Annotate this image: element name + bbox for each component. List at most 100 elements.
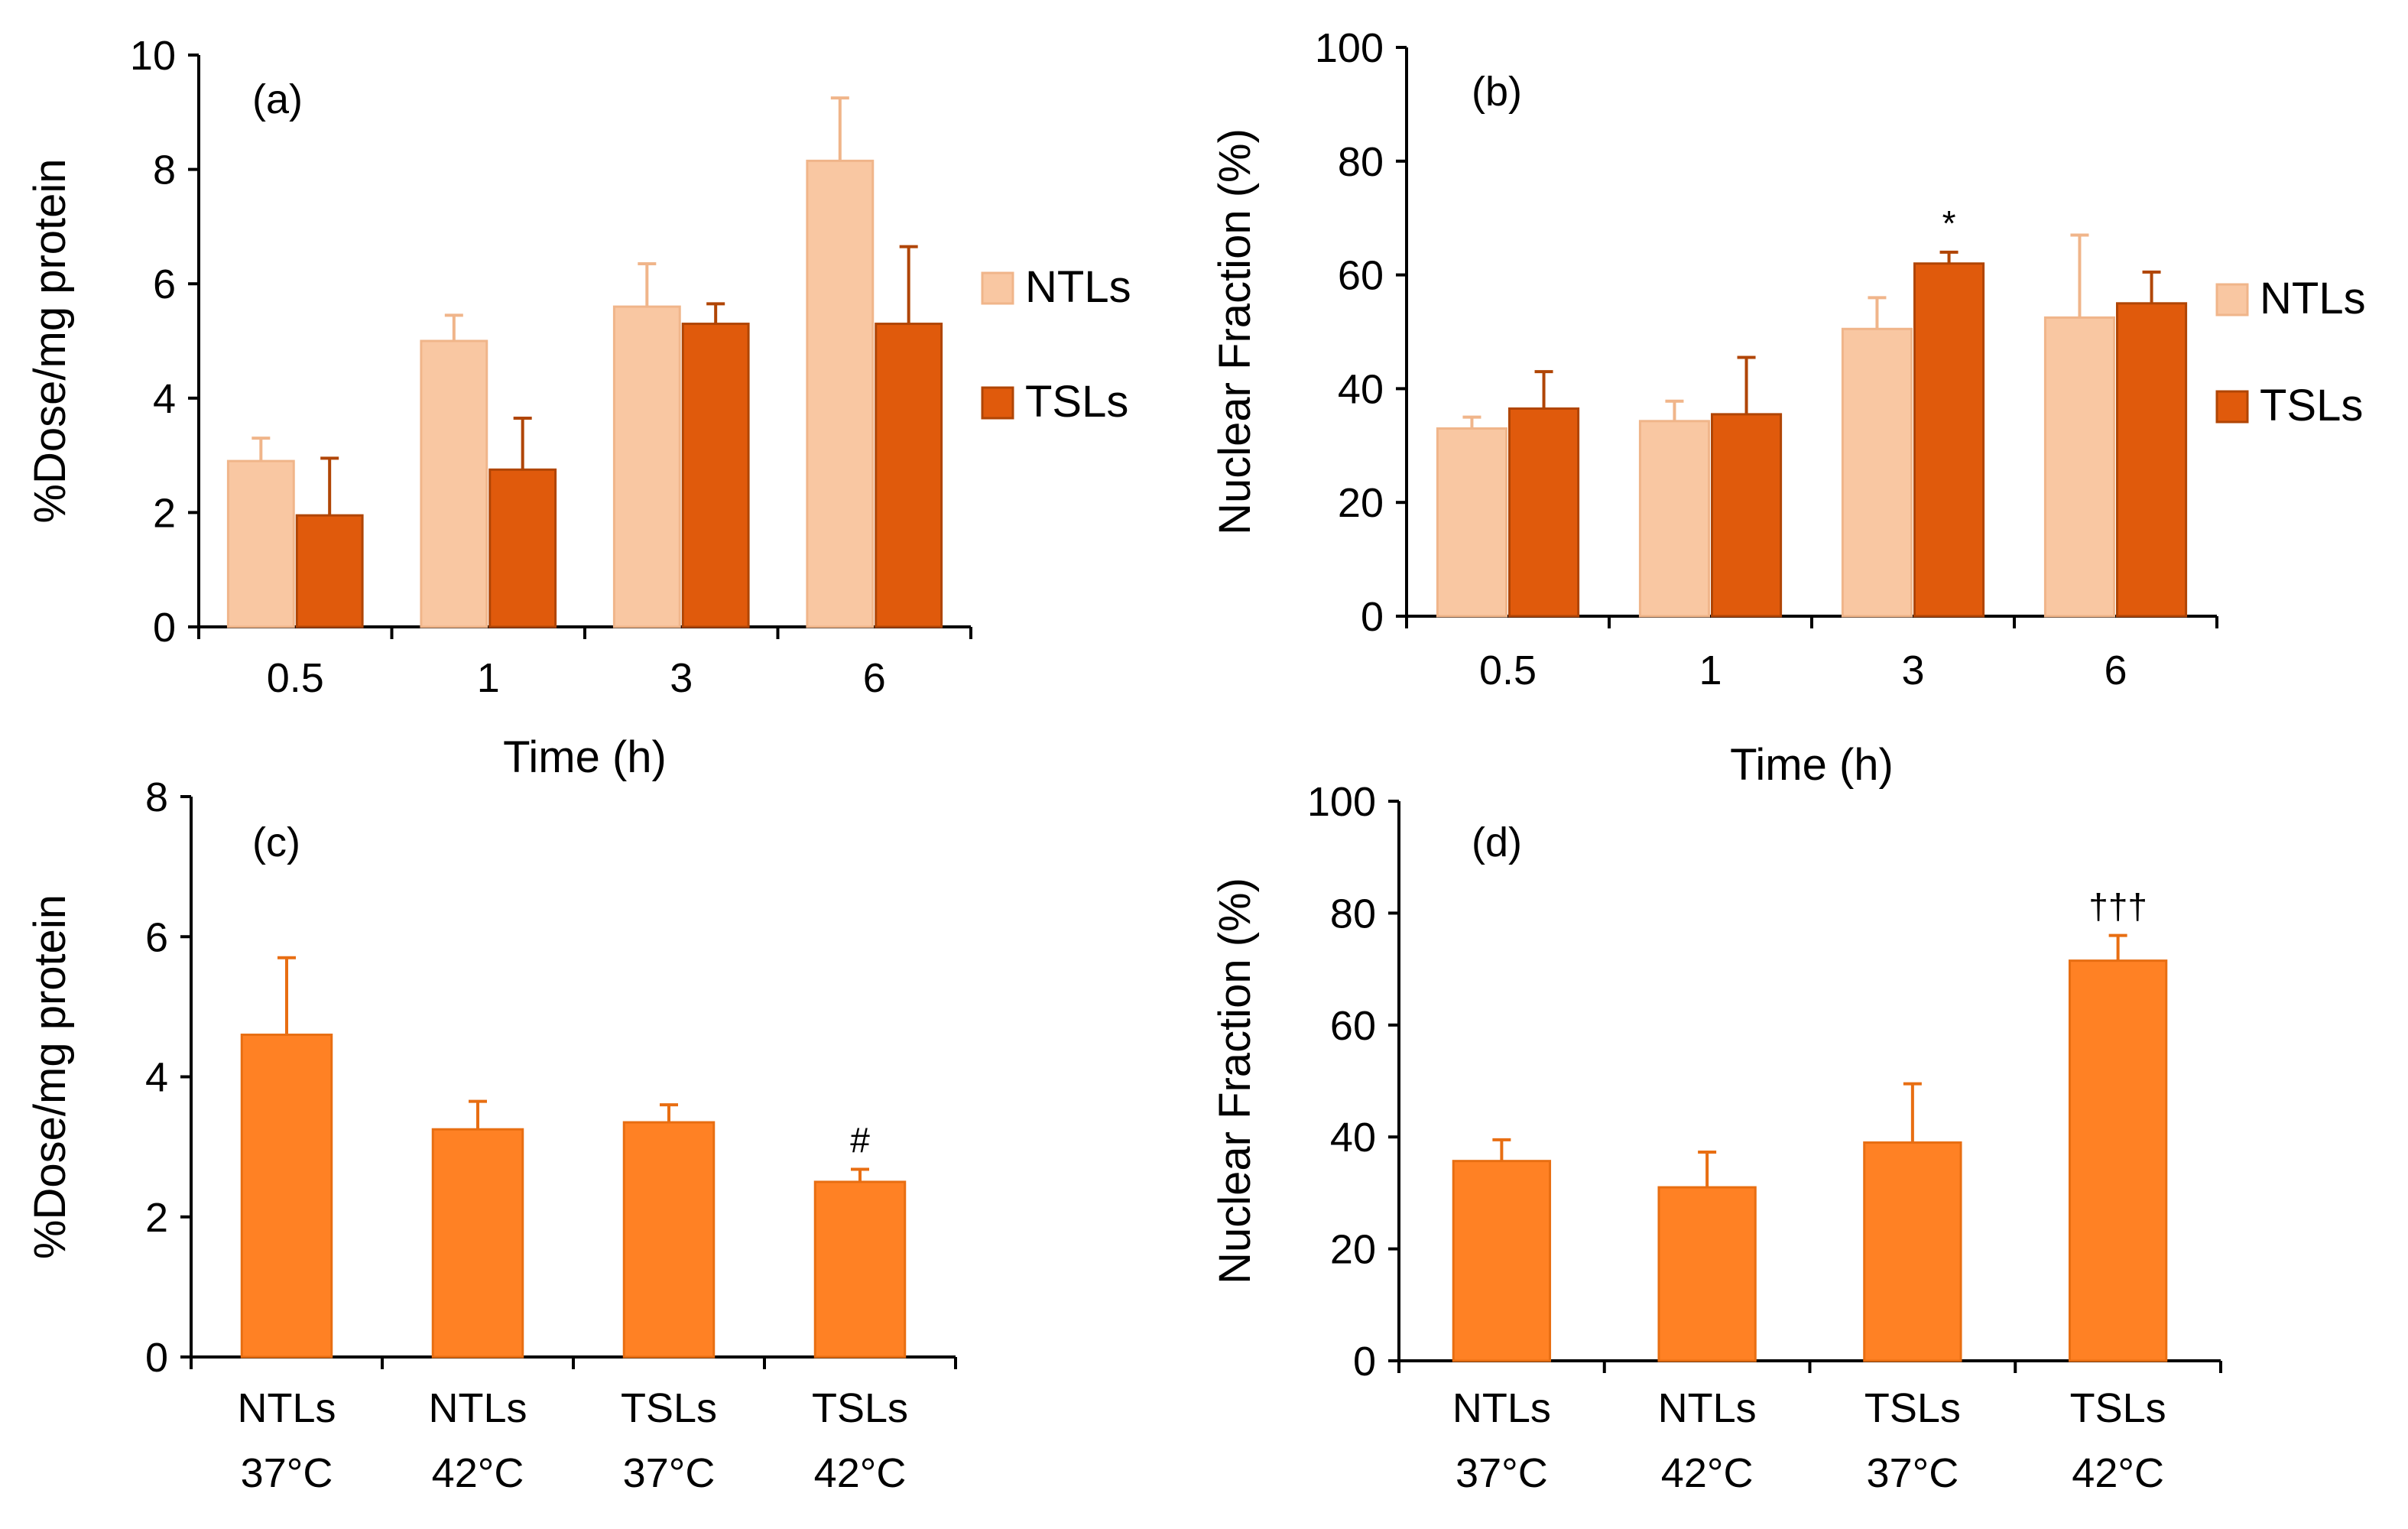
y-tick-label: 2 [153,490,176,536]
bar-tsls-2 [681,323,750,628]
x-tick-label: 3 [670,655,693,701]
y-tick-label: 60 [1330,1003,1376,1049]
x-tick-label-line: 42°C [2072,1450,2164,1496]
bar-tsls-2 [1913,262,1985,618]
y-tick-label: 0 [145,1335,168,1381]
panel-label: (c) [252,820,300,865]
bar-ntls-0 [226,459,295,628]
x-tick-label-line: 37°C [1867,1450,1959,1496]
y-tick-label: 0 [1353,1339,1376,1385]
x-tick-label: 6 [863,655,886,701]
bar-ntls-2 [612,305,681,628]
y-tick-label: 100 [1315,25,1384,71]
y-tick-label: 40 [1338,366,1384,412]
bar-value-1 [1657,1186,1757,1362]
legend-label-ntls: NTLs [1025,262,1131,312]
y-tick-label: 80 [1330,891,1376,937]
bar-ntls-0 [1436,427,1508,618]
significance-annotation: * [1942,203,1956,243]
y-tick-label: 2 [145,1195,168,1241]
x-tick-label: 1 [477,655,500,701]
x-tick-label-line: TSLs [1864,1385,1961,1431]
y-axis-label: Nuclear Fraction (%) [1210,878,1260,1284]
bar-value-0 [240,1034,333,1359]
x-tick-label: TSLs 42°C [2070,1385,2166,1496]
bar-value-3 [2068,959,2168,1362]
x-tick-label-line: 42°C [432,1450,524,1496]
x-tick-label-line: NTLs [1658,1385,1757,1431]
y-tick-label: 60 [1338,253,1384,299]
y-tick-label: 100 [1307,779,1376,825]
legend-swatch-tsls [2215,390,2249,424]
y-tick-label: 80 [1338,139,1384,185]
y-tick-label: 0 [1361,594,1384,640]
panel-0: 0 2 4 6 8 10 0.5 1 3 6 Time (h) %Dose/mg protein (a)… [25,33,1131,782]
bar-tsls-1 [488,468,557,628]
y-tick-label: 6 [145,914,168,960]
legend-label-tsls: TSLs [2260,381,2363,430]
significance-annotation: # [850,1120,870,1160]
x-tick-label: 3 [1901,648,1924,693]
panel-2: 0 2 4 6 8 # NTLs 37°C NTLs 42°C TSLs 37°C TSLs 42°C %D… [25,774,957,1496]
bar-ntls-2 [1841,327,1913,618]
y-tick-label: 4 [153,376,176,422]
y-axis-label: %Dose/mg protein [25,894,75,1259]
panel-label: (d) [1472,820,1522,865]
y-axis-label: %Dose/mg protein [25,158,75,523]
x-tick-label: NTLs 37°C [1452,1385,1551,1496]
x-tick-label: TSLs 37°C [621,1385,717,1496]
x-tick-label-line: TSLs [2070,1385,2166,1431]
x-tick-label-line: 42°C [1661,1450,1754,1496]
x-tick-label-line: NTLs [1452,1385,1551,1431]
x-tick-label: 1 [1699,648,1722,693]
x-tick-label: 0.5 [1479,648,1537,693]
y-tick-label: 20 [1338,480,1384,526]
x-tick-label-line: TSLs [621,1385,717,1431]
bar-value-0 [1452,1160,1552,1362]
legend-label-ntls: NTLs [2260,274,2366,323]
bar-tsls-0 [295,514,364,628]
legend-label-tsls: TSLs [1025,377,1128,427]
legend-swatch-ntls [2215,283,2249,317]
x-tick-label-line: 37°C [1456,1450,1548,1496]
x-tick-label: TSLs 37°C [1864,1385,1961,1496]
bar-value-3 [813,1180,907,1359]
x-tick-label-line: TSLs [812,1385,908,1431]
panel-1: 0 20 40 60 80 100 * 0.5 1 3 6 Time (h) Nuclear Fract… [1210,25,2366,790]
bar-tsls-3 [2116,302,2188,618]
y-tick-label: 4 [145,1055,168,1101]
x-axis-label: Time (h) [1730,740,1894,790]
bar-ntls-1 [420,339,488,628]
panel-label: (a) [252,76,303,122]
x-tick-label: NTLs 42°C [428,1385,527,1496]
legend-swatch-tsls [981,386,1014,420]
x-tick-label-line: NTLs [428,1385,527,1431]
x-tick-label-line: 42°C [814,1450,907,1496]
bar-value-2 [622,1121,716,1359]
x-tick-label-line: NTLs [237,1385,336,1431]
bar-tsls-1 [1711,413,1783,618]
y-tick-label: 6 [153,261,176,307]
x-tick-label: TSLs 42°C [812,1385,908,1496]
y-tick-label: 20 [1330,1227,1376,1273]
bar-tsls-3 [875,323,943,628]
x-tick-label: NTLs 42°C [1658,1385,1757,1496]
panel-label: (b) [1472,69,1522,115]
x-axis-label: Time (h) [503,732,667,782]
y-tick-label: 8 [145,774,168,820]
significance-annotation: ††† [2088,887,2147,927]
x-tick-label-line: 37°C [241,1450,333,1496]
bar-ntls-3 [2043,316,2115,618]
x-tick-label: NTLs 37°C [237,1385,336,1496]
legend-swatch-ntls [981,271,1014,305]
y-tick-label: 40 [1330,1115,1376,1161]
y-tick-label: 10 [130,33,176,79]
y-axis-label: Nuclear Fraction (%) [1210,128,1260,535]
bar-tsls-0 [1508,407,1580,618]
x-tick-label: 0.5 [267,655,324,701]
x-tick-label-line: 37°C [623,1450,716,1496]
bar-ntls-3 [806,159,875,628]
bar-value-2 [1863,1141,1962,1362]
